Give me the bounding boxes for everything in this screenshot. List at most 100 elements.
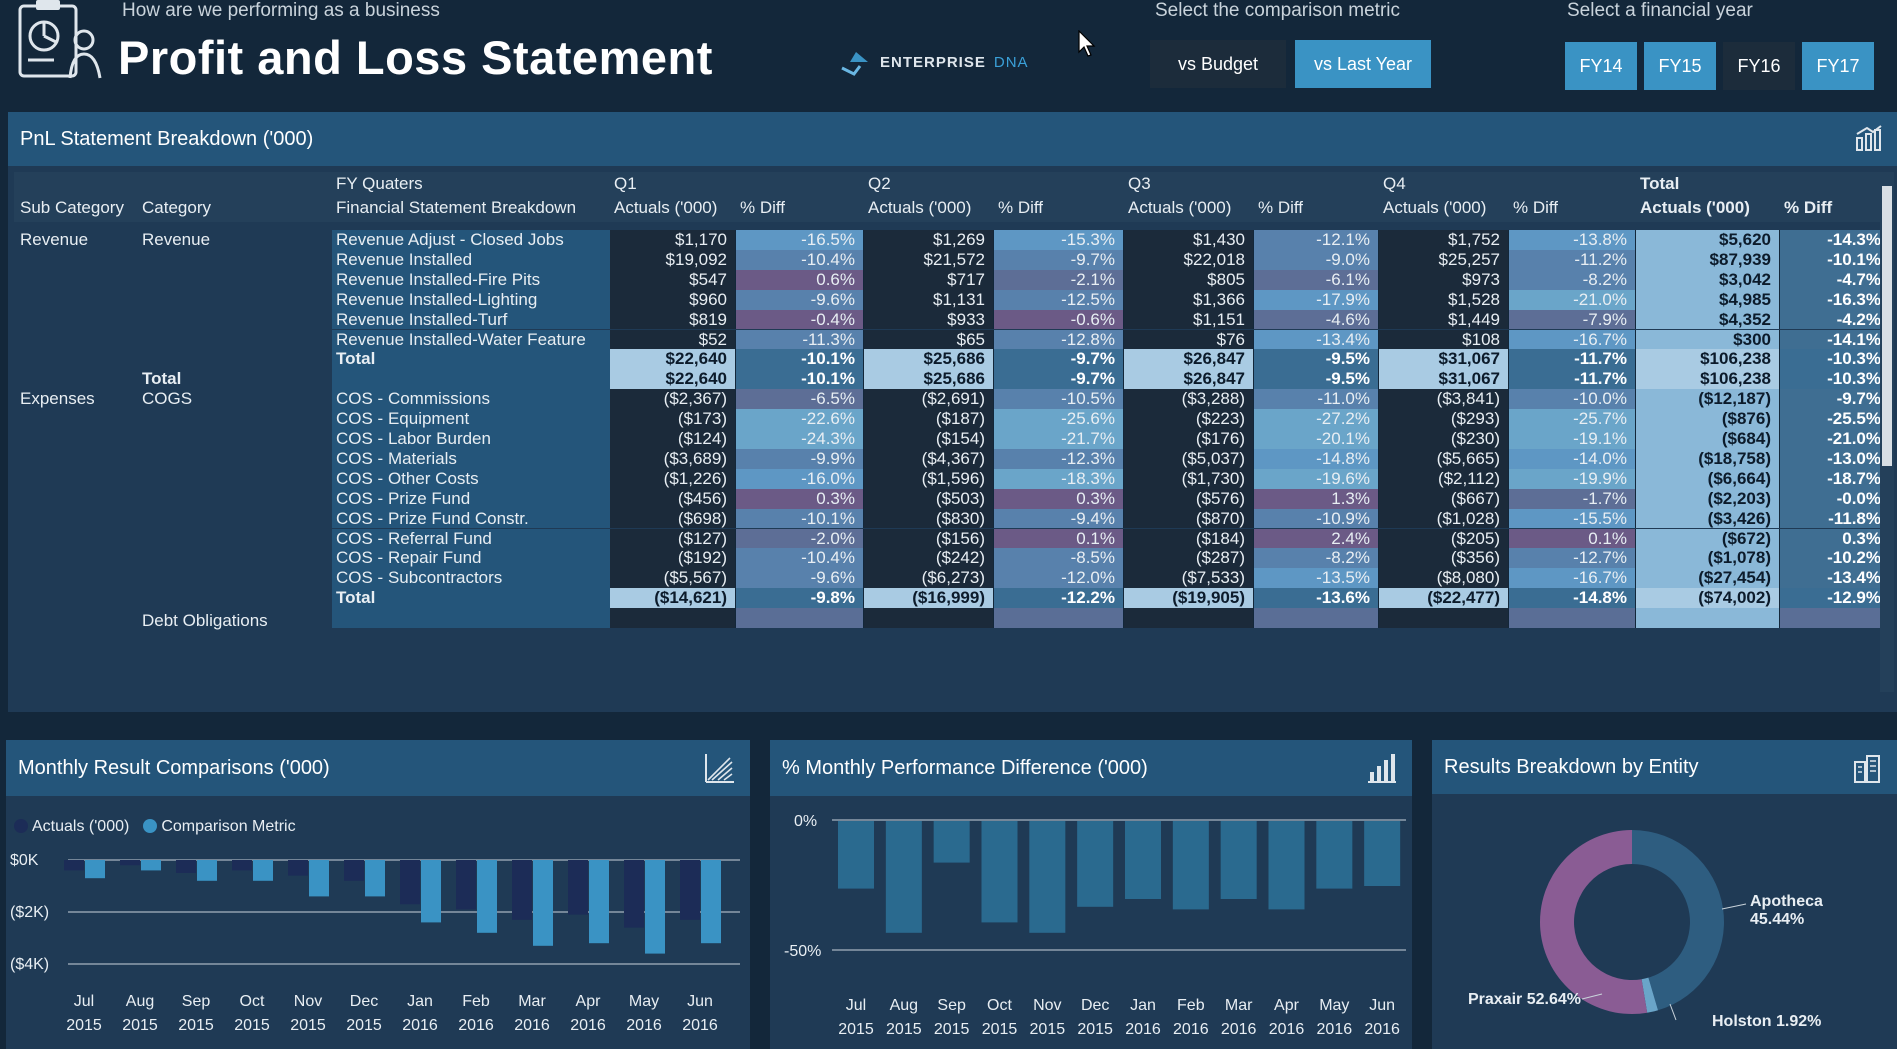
column-header[interactable]: Category <box>142 198 211 217</box>
column-header[interactable]: Actuals ('000) <box>614 198 718 217</box>
actuals-bar[interactable] <box>568 860 588 915</box>
actuals-cell: ($503) <box>864 488 994 509</box>
comparison-bar[interactable] <box>533 860 553 946</box>
perf-bar[interactable] <box>933 821 970 863</box>
actuals-bar[interactable] <box>400 860 420 905</box>
perf-bar[interactable] <box>1172 821 1209 910</box>
table-row[interactable]: Revenue Installed-Turf $819 -0.4% $933 -0.6%… <box>14 309 1882 330</box>
pct-diff-cell: -10.1% <box>736 508 864 529</box>
fy17-button[interactable]: FY17 <box>1802 42 1874 90</box>
column-header[interactable]: % Diff <box>1258 198 1304 217</box>
perf-bar[interactable] <box>1220 821 1257 899</box>
perf-bar[interactable] <box>1268 821 1305 910</box>
column-header[interactable]: Actuals ('000) <box>1128 198 1232 217</box>
breakdown-cell-bg <box>332 369 610 390</box>
table-row[interactable]: Debt Obligations <box>14 608 1882 630</box>
actuals-bar[interactable] <box>624 860 644 928</box>
perf-bar[interactable] <box>1125 821 1161 899</box>
scrollbar-thumb[interactable] <box>1882 186 1892 466</box>
actuals-cell: ($127) <box>610 528 736 549</box>
category-cell <box>138 449 328 469</box>
actuals-cell: ($176) <box>1124 429 1254 449</box>
donut-slice[interactable] <box>1632 830 1724 1011</box>
table-row[interactable]: COS - Subcontractors ($5,567) -9.6% ($6,273… <box>14 568 1882 589</box>
vs-last-year-button[interactable]: vs Last Year <box>1295 40 1431 88</box>
perf-bar[interactable] <box>1364 821 1401 886</box>
table-row[interactable]: COS - Prize Fund ($456) 0.3% ($503) 0.3% ($57… <box>14 488 1882 509</box>
comparison-bar[interactable] <box>141 860 161 871</box>
actuals-bar[interactable] <box>344 860 364 881</box>
pct-diff-cell: 0.6% <box>736 269 864 290</box>
table-scrollbar[interactable] <box>1880 172 1894 692</box>
perf-bar[interactable] <box>1077 821 1114 907</box>
category-cell <box>138 409 328 429</box>
building-icon[interactable] <box>1851 752 1883 784</box>
comparison-bar[interactable] <box>701 860 721 944</box>
column-header[interactable]: Financial Statement Breakdown <box>336 198 577 217</box>
comparison-bar[interactable] <box>477 860 497 933</box>
actuals-bar[interactable] <box>120 860 140 866</box>
table-row[interactable]: Revenue Installed-Lighting $960 -9.6% $1,13… <box>14 289 1882 310</box>
table-row[interactable]: COS - Equipment ($173) -22.6% ($187) -25.6%(… <box>14 409 1882 429</box>
table-row[interactable]: Total $22,640 -10.1% $25,686 -9.7% $26,847 -9.… <box>14 349 1882 370</box>
table-row[interactable]: Revenue Revenue Revenue Adjust - Closed Jo… <box>14 230 1882 250</box>
comparison-bar[interactable] <box>253 860 273 881</box>
perf-bar[interactable] <box>885 821 922 933</box>
actuals-bar[interactable] <box>288 860 308 876</box>
actuals-bar[interactable] <box>232 860 252 871</box>
table-row[interactable]: Revenue Installed-Fire Pits $547 0.6% $717-… <box>14 269 1882 290</box>
category-cell <box>138 250 328 270</box>
actuals-cell: ($223) <box>1124 409 1254 429</box>
area-chart-icon[interactable] <box>704 752 736 784</box>
table-row[interactable]: Expenses COGS COS - Commissions ($2,367) -6.… <box>14 389 1882 410</box>
actuals-cell: ($5,037) <box>1124 448 1254 469</box>
column-header[interactable]: Actuals ('000) <box>1383 198 1487 217</box>
comparison-bar[interactable] <box>197 860 217 881</box>
fy16-button[interactable]: FY16 <box>1723 42 1795 90</box>
perf-bar[interactable] <box>838 821 874 889</box>
comparison-bar[interactable] <box>309 860 329 897</box>
fy14-button[interactable]: FY14 <box>1565 42 1637 90</box>
perf-bar[interactable] <box>981 821 1018 923</box>
table-row[interactable]: COS - Other Costs ($1,226) -16.0% ($1,596) -… <box>14 468 1882 489</box>
actuals-bar[interactable] <box>456 860 476 910</box>
column-header[interactable]: Actuals ('000) <box>1640 198 1750 217</box>
comparison-bar[interactable] <box>421 860 441 923</box>
perf-bar[interactable] <box>1029 821 1066 933</box>
chart-focus-icon[interactable] <box>1855 124 1883 152</box>
actuals-cell <box>610 608 736 628</box>
table-row[interactable]: COS - Prize Fund Constr. ($698) -10.1% ($83… <box>14 508 1882 529</box>
comparison-bar[interactable] <box>85 860 105 879</box>
column-header[interactable]: % Diff <box>1513 198 1559 217</box>
fy15-button[interactable]: FY15 <box>1644 42 1716 90</box>
actuals-bar[interactable] <box>176 860 196 873</box>
donut-slice[interactable] <box>1540 830 1648 1014</box>
perf-bar[interactable] <box>1316 821 1353 889</box>
actuals-bar[interactable] <box>512 860 532 920</box>
table-row[interactable]: Total $22,640 -10.1% $25,686 -9.7% $26,847 -9.… <box>14 369 1882 390</box>
column-header[interactable]: % Diff <box>1784 198 1833 217</box>
bar-chart-icon[interactable] <box>1366 752 1398 784</box>
column-header[interactable]: Actuals ('000) <box>868 198 972 217</box>
table-row[interactable]: COS - Materials ($3,689) -9.9% ($4,367) -12.… <box>14 448 1882 469</box>
table-row[interactable]: COS - Labor Burden ($124) -24.3% ($154) -21.… <box>14 429 1882 449</box>
actuals-cell: $4,985 <box>1636 289 1780 310</box>
table-row[interactable]: COS - Repair Fund ($192) -10.4% ($242) -8.5%… <box>14 548 1882 569</box>
column-header[interactable]: % Diff <box>998 198 1044 217</box>
column-header[interactable]: % Diff <box>740 198 786 217</box>
breakdown-cell: COS - Repair Fund <box>336 548 482 568</box>
x-tick-month: Apr <box>1274 997 1300 1014</box>
table-row[interactable]: COS - Referral Fund ($127) -2.0% ($156) 0.1%… <box>14 528 1882 549</box>
comparison-bar[interactable] <box>645 860 665 954</box>
comparison-bar[interactable] <box>365 860 385 897</box>
x-tick-year: 2016 <box>570 1017 606 1034</box>
comparison-bar[interactable] <box>589 860 609 944</box>
vs-budget-button[interactable]: vs Budget <box>1150 40 1286 88</box>
table-row[interactable]: Total ($14,621) -9.8% ($16,999) -12.2% ($19,9… <box>14 588 1882 609</box>
table-row[interactable]: Revenue Installed $19,092 -10.4% $21,572 -9.… <box>14 249 1882 270</box>
table-row[interactable]: Revenue Installed-Water Feature $52 -11.3%… <box>14 329 1882 350</box>
donut-slice[interactable] <box>1641 977 1658 1013</box>
actuals-bar[interactable] <box>64 860 84 871</box>
actuals-bar[interactable] <box>680 860 700 920</box>
column-header[interactable]: Sub Category <box>20 198 124 217</box>
